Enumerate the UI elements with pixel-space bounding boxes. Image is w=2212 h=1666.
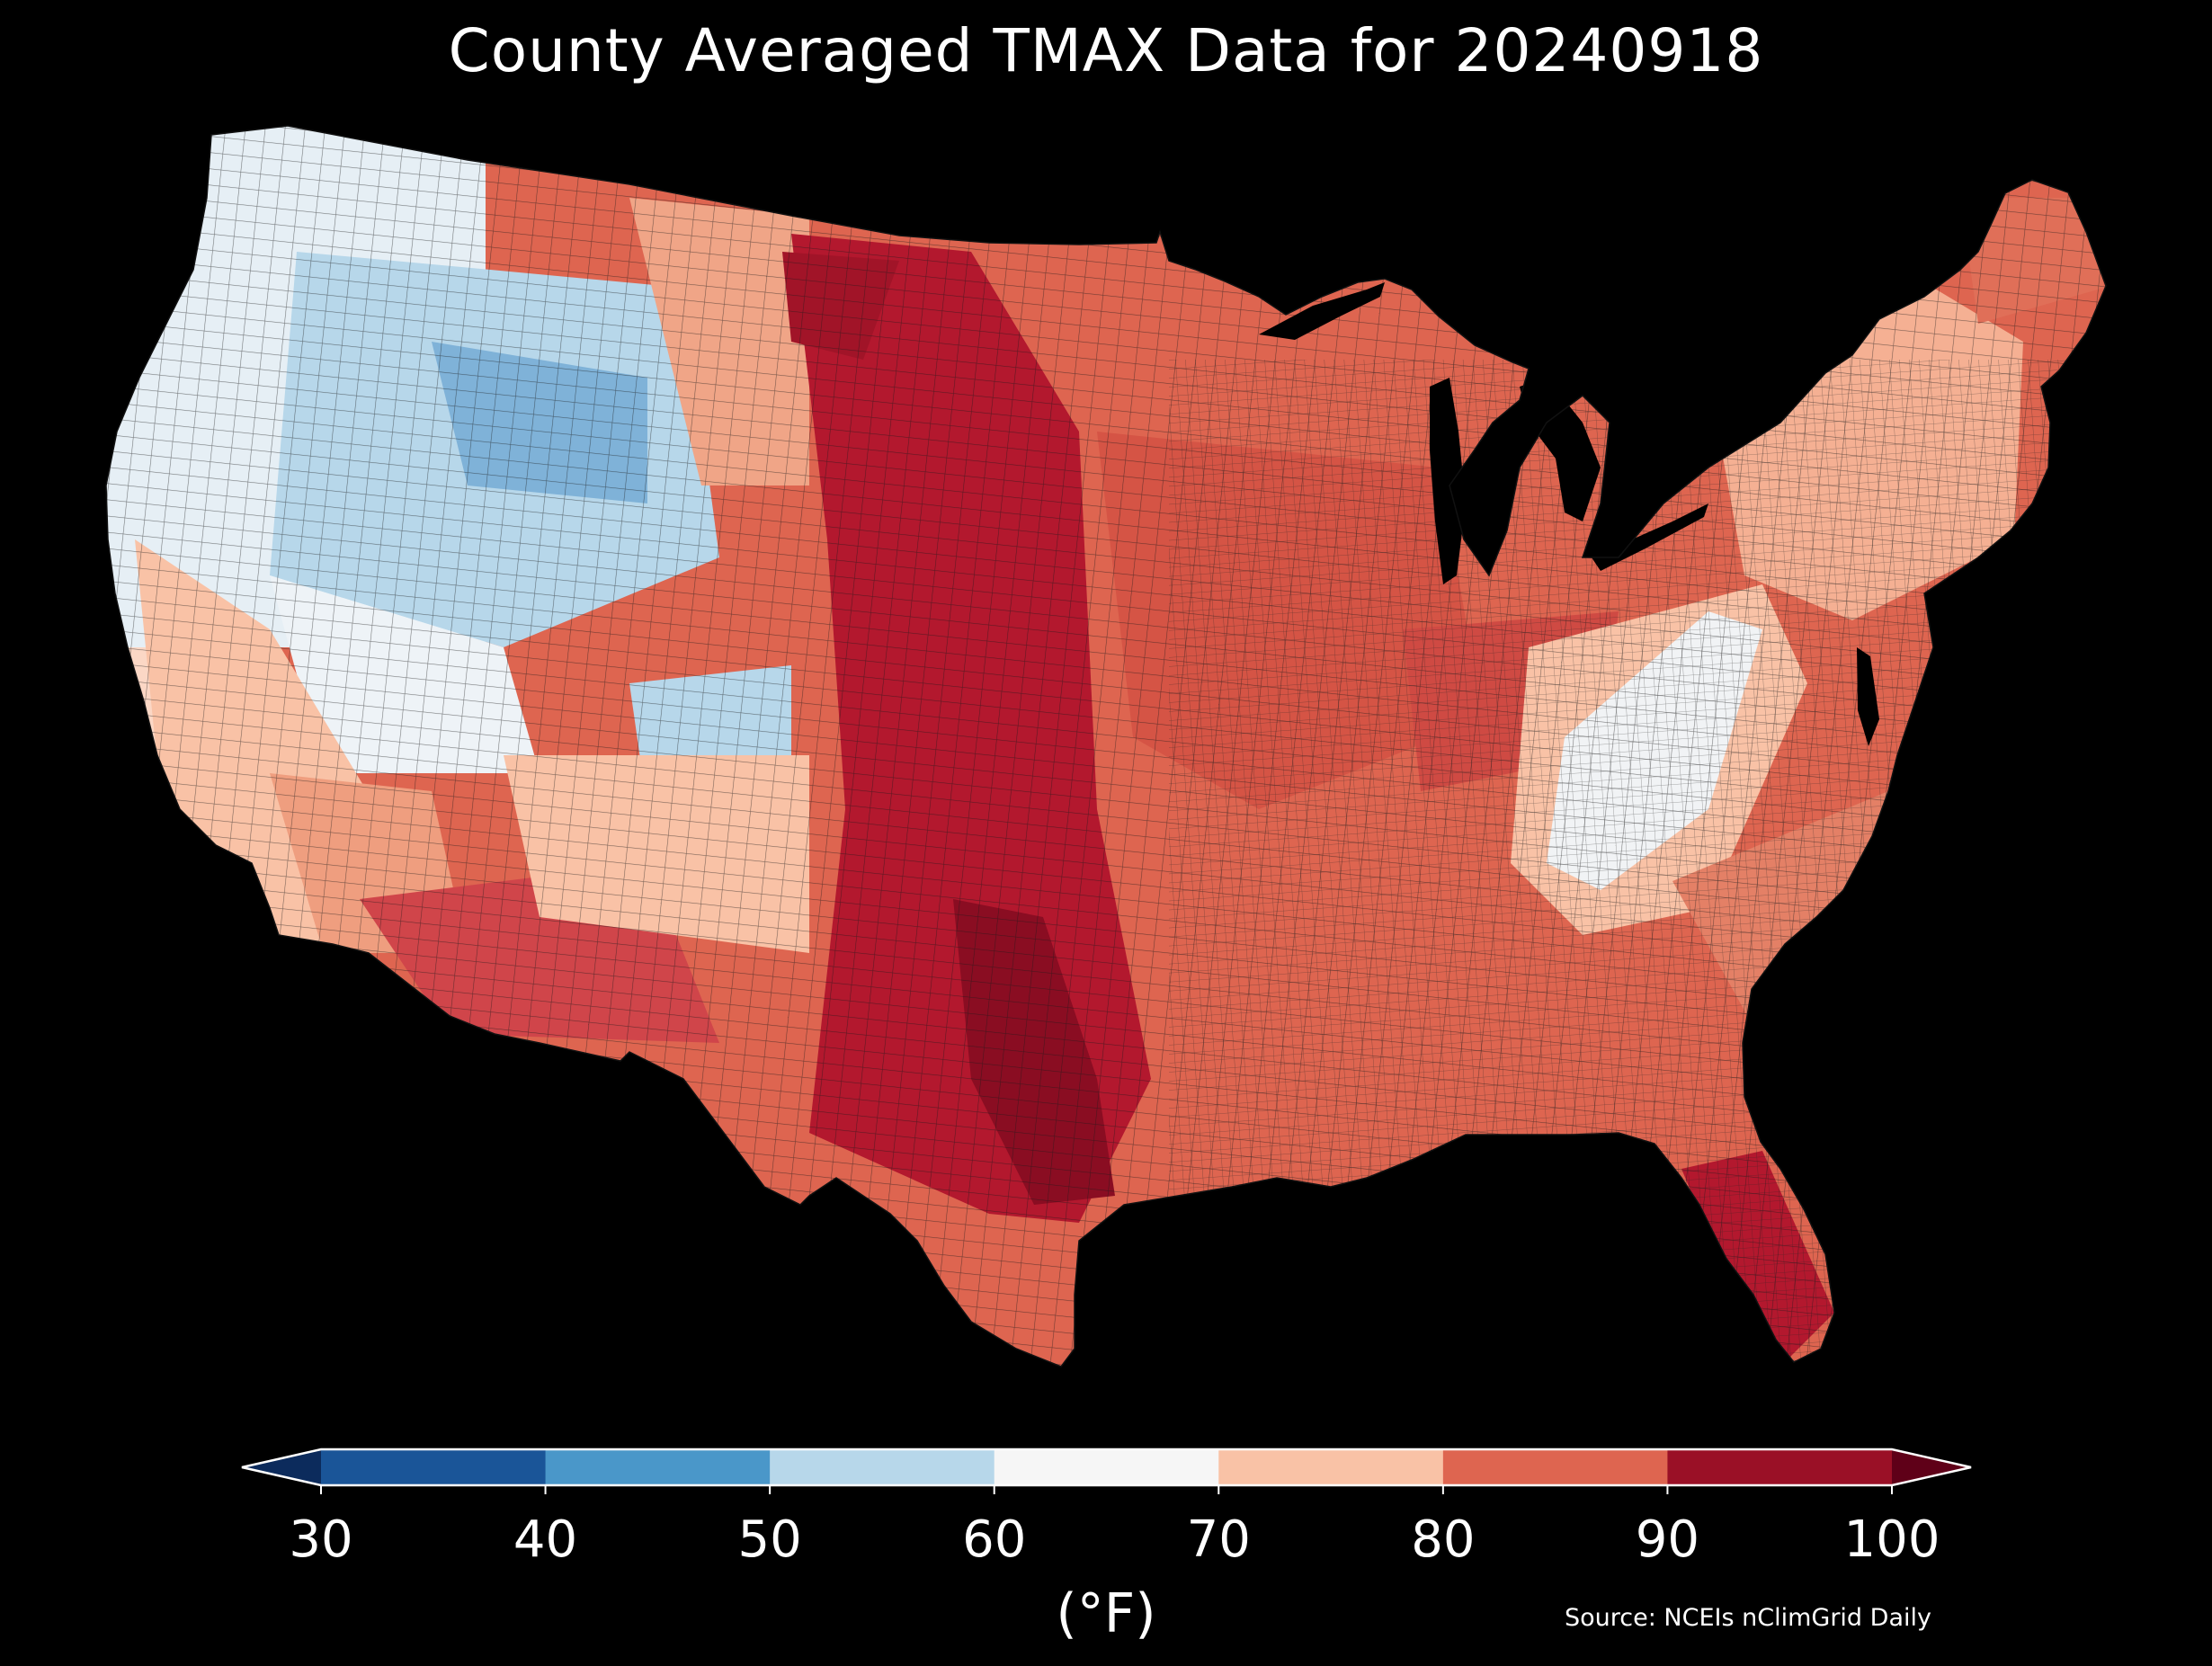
colorbar-tick-label: 100 xyxy=(1843,1510,1940,1569)
colorbar-bin-50-60 xyxy=(770,1449,995,1485)
colorbar-bin-90-100 xyxy=(1667,1449,1893,1485)
colorbar-tick-label: 70 xyxy=(1186,1510,1251,1569)
chesapeake-bay xyxy=(1857,647,1879,746)
colorbar-bin-30-40 xyxy=(321,1449,547,1485)
colorbar-bin-40-50 xyxy=(545,1449,771,1485)
lake-huron xyxy=(1520,378,1601,521)
colorbar-over-extend xyxy=(1892,1449,1971,1485)
lake-michigan xyxy=(1430,378,1466,584)
colorbar-tick-label: 50 xyxy=(737,1510,802,1569)
colorbar-under-extend xyxy=(242,1449,321,1485)
colorbar-tick-label: 80 xyxy=(1411,1510,1476,1569)
colorbar-bin-80-90 xyxy=(1442,1449,1668,1485)
colorbar-tick-label: 60 xyxy=(962,1510,1027,1569)
colorbar-tick-label: 30 xyxy=(289,1510,353,1569)
colorbar-bin-60-70 xyxy=(994,1449,1219,1485)
colorbar-bin-70-80 xyxy=(1218,1449,1444,1485)
map-title: County Averaged TMAX Data for 20240918 xyxy=(448,16,1764,85)
colorbar-tick-label: 90 xyxy=(1635,1510,1700,1569)
colorbar-unit-label: (°F) xyxy=(1056,1582,1156,1645)
lake-superior xyxy=(1259,282,1385,340)
colorbar-tick-label: 40 xyxy=(513,1510,578,1569)
source-credit: Source: NCEIs nClimGrid Daily xyxy=(1565,1604,1931,1632)
